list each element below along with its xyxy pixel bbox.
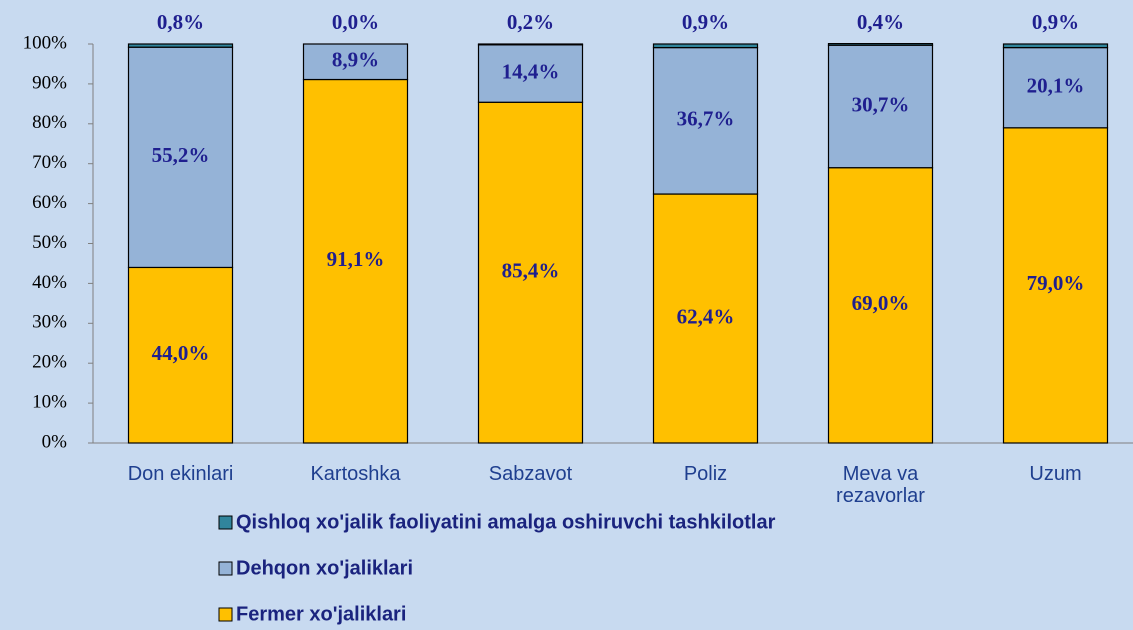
legend-label: Fermer xo'jaliklari <box>236 603 406 625</box>
data-label: 20,1% <box>1027 74 1085 98</box>
data-label: 79,0% <box>1027 271 1085 295</box>
bar-segment <box>827 167 934 444</box>
x-tick-label: Don ekinlari <box>127 463 234 485</box>
bar-segment <box>652 43 759 49</box>
bar-segment <box>827 44 934 169</box>
data-label: 85,4% <box>502 258 560 282</box>
x-tick-label: Meva va rezavorlar <box>836 463 925 507</box>
x-tick-label: Uzum <box>1029 463 1082 485</box>
data-label: 44,0% <box>152 341 210 365</box>
x-tick-label: Sabzavot <box>488 463 573 485</box>
bar-segment <box>127 46 234 269</box>
y-tick-label: 70% <box>32 152 67 173</box>
legend-label: Qishloq xo'jalik faoliyatini amalga oshi… <box>236 511 776 533</box>
bar-segment <box>477 44 584 103</box>
data-label: 0,0% <box>332 10 379 34</box>
y-tick-label: 100% <box>23 32 68 53</box>
y-tick-label: 80% <box>32 112 67 133</box>
data-label: 8,9% <box>332 48 379 72</box>
data-label: 30,7% <box>852 92 910 116</box>
bar-segment <box>127 266 234 444</box>
y-tick-label: 50% <box>32 232 67 253</box>
data-label: 14,4% <box>502 59 560 83</box>
x-tick-label: Kartoshka <box>310 463 401 485</box>
y-tick-label: 60% <box>32 192 67 213</box>
data-label: 91,1% <box>327 247 385 271</box>
bar-segment <box>127 43 234 48</box>
data-label: 36,7% <box>677 107 735 131</box>
bar-segment <box>477 101 584 444</box>
legend-swatch <box>218 607 233 622</box>
y-tick-label: 10% <box>32 391 67 412</box>
bar-segment <box>827 43 934 46</box>
data-label: 62,4% <box>677 304 735 328</box>
data-label: 69,0% <box>852 291 910 315</box>
y-tick-label: 40% <box>32 272 67 293</box>
bar-segment <box>1002 46 1109 129</box>
bar-segment <box>302 78 409 444</box>
bar-segment <box>652 46 759 195</box>
bar-segment <box>1002 43 1109 49</box>
legend-swatch <box>218 561 233 576</box>
y-tick-label: 20% <box>32 352 67 373</box>
bar-segment <box>652 193 759 444</box>
legend-label: Dehqon xo'jaliklari <box>236 557 413 579</box>
y-tick-label: 30% <box>32 312 67 333</box>
data-label: 0,9% <box>682 10 729 34</box>
y-tick-label: 90% <box>32 72 67 93</box>
legend-swatch <box>218 515 233 530</box>
bar-segment <box>302 43 409 81</box>
x-tick-label: Poliz <box>683 463 728 485</box>
data-label: 0,4% <box>857 10 904 34</box>
data-label: 0,9% <box>1032 10 1079 34</box>
data-label: 0,2% <box>507 10 554 34</box>
data-label: 55,2% <box>152 143 210 167</box>
bar-segment <box>477 43 584 46</box>
data-label: 0,8% <box>157 10 204 34</box>
y-tick-label: 0% <box>42 431 68 452</box>
